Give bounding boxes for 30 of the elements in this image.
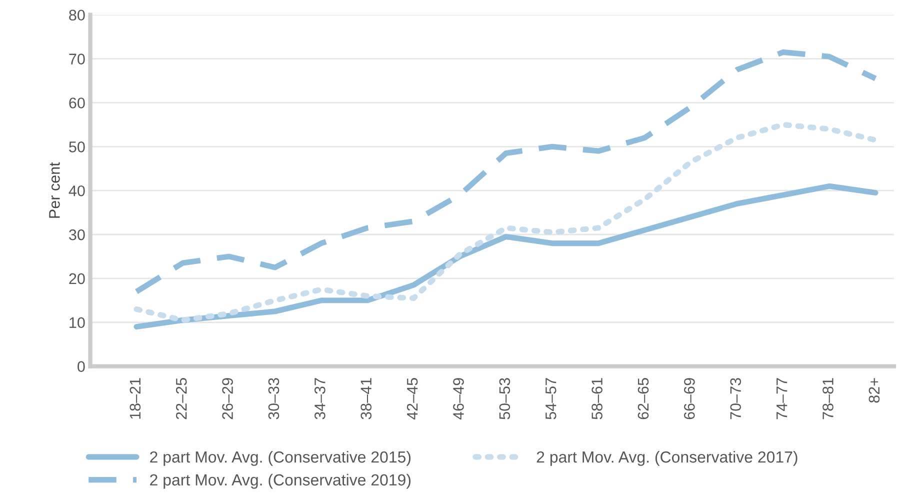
x-tick-label: 62–65	[638, 378, 649, 420]
legend-label: 2 part Mov. Avg. (Conservative 2017)	[536, 450, 798, 466]
y-tick-label: 10	[70, 317, 85, 328]
x-tick-label: 78–81	[822, 378, 834, 420]
x-tick-label: 70–73	[730, 378, 742, 420]
x-tick-label: 66–69	[684, 378, 695, 420]
x-tick-label: 42–45	[406, 378, 418, 420]
y-tick-label: 70	[69, 54, 85, 64]
y-tick-label: 60	[69, 98, 85, 108]
legend-label: 2 part Mov. Avg. (Conservative 2015)	[150, 450, 411, 466]
x-tick-label: 18–21	[130, 378, 141, 419]
y-tick-label: 0	[78, 361, 85, 372]
y-tick-label: 80	[69, 10, 85, 21]
x-tick-label: 30–33	[268, 378, 280, 420]
x-tick-label: 26–29	[222, 378, 233, 420]
y-tick-label: 30	[69, 229, 85, 240]
x-tick-label: 34–37	[314, 378, 326, 420]
y-tick-label: 50	[69, 142, 85, 152]
y-tick-label: 40	[68, 185, 85, 196]
x-tick-label: 82+	[868, 378, 880, 403]
x-tick-label: 50–53	[499, 378, 510, 420]
y-tick-label: 20	[69, 273, 85, 284]
y-axis-title: Per cent	[49, 162, 60, 218]
x-tick-label: 22–25	[176, 378, 187, 420]
x-tick-label: 38–41	[360, 378, 372, 420]
x-tick-label: 46–49	[453, 378, 464, 420]
legend-label: 2 part Mov. Avg. (Conservative 2019)	[150, 474, 411, 489]
x-tick-label: 58–61	[592, 378, 602, 420]
x-tick-label: 54–57	[546, 378, 556, 420]
x-tick-label: 74–77	[776, 378, 788, 420]
